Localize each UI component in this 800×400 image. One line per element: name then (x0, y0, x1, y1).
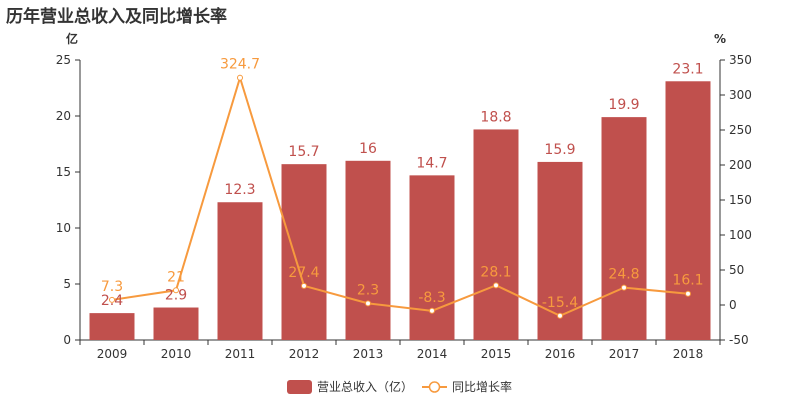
line-point (301, 282, 307, 289)
bar (665, 81, 711, 340)
x-tick-label: 2014 (417, 347, 448, 361)
y-right-tick-label: -50 (729, 333, 749, 347)
line-data-label: 24.8 (608, 267, 639, 283)
line-series (109, 74, 691, 319)
line-point (237, 74, 243, 81)
legend-line-label: 同比增长率 (452, 379, 512, 394)
y-left-tick-label: 5 (63, 277, 71, 291)
bar (345, 160, 391, 340)
bar (281, 164, 327, 340)
y-left-tick-label: 25 (56, 53, 71, 67)
bar (601, 117, 647, 341)
bar-data-label: 2.9 (165, 288, 187, 304)
bar (537, 161, 583, 340)
growth-line (111, 74, 689, 317)
legend: 营业总收入（亿） 同比增长率 (287, 379, 512, 394)
line-point (109, 296, 115, 303)
line-data-label: 7.3 (101, 279, 123, 295)
bar (473, 129, 519, 340)
y-right-tick-label: 300 (729, 88, 752, 102)
y-right-tick-label: 100 (729, 228, 752, 242)
bar-data-label: 14.7 (416, 155, 447, 171)
bar (89, 313, 135, 340)
bar-data-label: 19.9 (608, 97, 639, 113)
x-tick-label: 2010 (161, 347, 192, 361)
legend-bar-label: 营业总收入（亿） (317, 379, 413, 394)
y-right-unit: % (714, 32, 726, 46)
bar (217, 202, 263, 340)
bar-data-label: 12.3 (224, 182, 255, 198)
line-data-label: 324.7 (220, 57, 260, 73)
line-point (173, 287, 179, 294)
y-right-tick-label: 50 (729, 263, 744, 277)
x-tick-label: 2017 (609, 347, 640, 361)
bar-data-label: 15.9 (544, 142, 575, 158)
line-point (685, 290, 691, 297)
line-data-label: -8.3 (418, 290, 445, 306)
line-point (557, 312, 563, 319)
line-data-label: 2.3 (357, 282, 379, 298)
line-data-label: 21 (167, 269, 185, 285)
x-tick-label: 2009 (97, 347, 128, 361)
line-data-label: 16.1 (672, 273, 703, 289)
line-point (493, 282, 499, 289)
legend-bar-swatch (287, 380, 312, 394)
x-tick-label: 2011 (225, 347, 256, 361)
y-right-tick-label: 150 (729, 193, 752, 207)
bar-data-label: 15.7 (288, 144, 319, 160)
y-right-tick-label: 200 (729, 158, 752, 172)
x-tick-label: 2013 (353, 347, 384, 361)
y-left-tick-label: 10 (56, 221, 71, 235)
y-left-unit: 亿 (66, 31, 78, 46)
y-right-tick-label: 350 (729, 53, 752, 67)
bar (153, 307, 199, 340)
bar (409, 175, 455, 340)
data-labels: 2.4 2.9 12.3 15.7 16 14.7 18.8 15.9 19.9 23.1 7.3 2… (101, 57, 704, 311)
line-data-label: 28.1 (480, 264, 511, 280)
x-tick-label: 2012 (289, 347, 320, 361)
bar-data-label: 23.1 (672, 61, 703, 77)
x-tick-label: 2015 (481, 347, 512, 361)
line-data-label: -15.4 (542, 295, 578, 311)
bar-data-label: 16 (359, 141, 377, 157)
y-left-tick-label: 0 (63, 333, 71, 347)
y-right-tick-label: 250 (729, 123, 752, 137)
line-point (429, 307, 435, 314)
y-left-tick-label: 15 (56, 165, 71, 179)
line-data-label: 27.4 (288, 265, 319, 281)
y-right-tick-label: 0 (729, 298, 737, 312)
line-point (621, 284, 627, 291)
bar-data-label: 2.4 (101, 293, 123, 309)
bar-series (89, 81, 711, 341)
y-left-tick-label: 20 (56, 109, 71, 123)
x-tick-label: 2016 (545, 347, 576, 361)
legend-line-marker (428, 381, 441, 393)
line-point (365, 300, 371, 307)
bar-data-label: 18.8 (480, 109, 511, 125)
chart-title: 历年营业总收入及同比增长率 (6, 7, 227, 27)
x-tick-label: 2018 (673, 347, 704, 361)
